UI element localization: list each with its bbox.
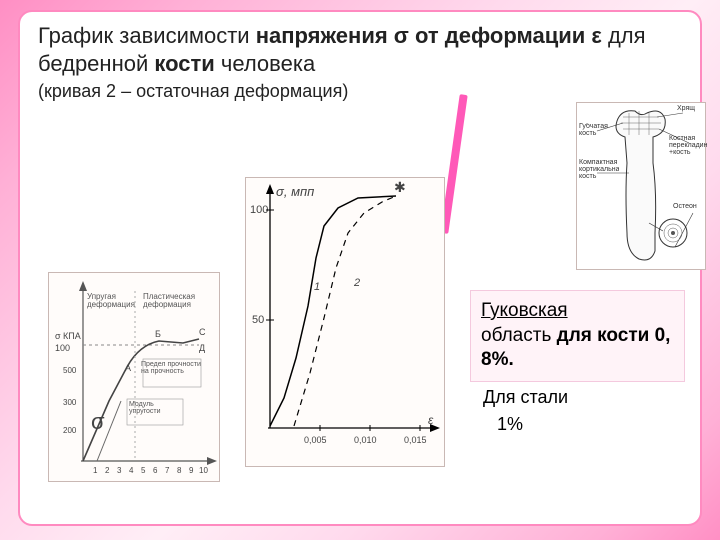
title-bold-2: кости — [154, 51, 221, 76]
svg-text:7: 7 — [165, 466, 170, 475]
svg-text:4: 4 — [129, 466, 134, 475]
ytick-100: 100 — [250, 204, 268, 216]
xtick-3: 0,015 — [404, 435, 427, 445]
y-axis-label: σ, мпп — [276, 184, 314, 199]
pt-A: А — [125, 363, 131, 373]
bone-label-3: Хрящ — [677, 105, 707, 112]
title-seg-1: График зависимости — [38, 23, 256, 48]
title-seg-3: человека — [221, 51, 315, 76]
hooke-line1: Гуковская — [481, 300, 568, 321]
bone-label-1: Губчатая кость — [579, 123, 613, 137]
slide-title: График зависимости напряжения σ от дефор… — [38, 22, 682, 77]
x-axis-label: ε — [428, 413, 434, 427]
steel-line2: 1% — [483, 411, 568, 438]
left-ylabel: σ КПА — [55, 331, 81, 341]
svg-text:8: 8 — [177, 466, 182, 475]
left-reference-chart: σ КПА 100 А Б С Д Упругая деформация Пла… — [48, 272, 220, 482]
steel-line1: Для стали — [483, 384, 568, 411]
svg-text:500: 500 — [63, 366, 77, 375]
note-strength: Предел прочности на прочность — [141, 361, 201, 375]
svg-text:3: 3 — [117, 466, 122, 475]
slide-panel: График зависимости напряжения σ от дефор… — [18, 10, 702, 526]
curve1-label: 1 — [314, 281, 320, 293]
region-plastic: Пластическая деформация — [143, 293, 203, 309]
svg-text:✱: ✱ — [394, 179, 406, 195]
xtick-1: 0,005 — [304, 435, 327, 445]
left-ylabel-num: 100 — [55, 343, 70, 353]
svg-text:200: 200 — [63, 426, 77, 435]
subtitle: (кривая 2 – остаточная деформация) — [38, 81, 682, 102]
svg-text:1: 1 — [93, 466, 98, 475]
hooke-callout: Гуковская область для кости 0, 8%. — [470, 290, 685, 382]
svg-text:300: 300 — [63, 398, 77, 407]
left-chart-svg: σ КПА 100 А Б С Д Упругая деформация Пла… — [49, 273, 221, 483]
bone-label-2: Компактная кортикальная кость — [579, 159, 619, 180]
curve2-label: 2 — [353, 277, 360, 289]
bone-label-5: Остеон — [673, 203, 707, 210]
ytick-50: 50 — [252, 314, 264, 326]
title-bold-1: напряжения σ от деформации ε — [256, 23, 608, 48]
bone-anatomy-diagram: Губчатая кость Компактная кортикальная к… — [576, 102, 706, 270]
svg-text:9: 9 — [189, 466, 194, 475]
center-stress-strain-chart: σ, мпп 100 50 0,005 0,010 0,015 ε 1 2 ✱ — [245, 177, 445, 467]
xtick-2: 0,010 — [354, 435, 377, 445]
note-modulus: Модуль упругости — [129, 401, 184, 415]
steel-note: Для стали 1% — [483, 384, 568, 438]
bone-svg: Губчатая кость Компактная кортикальная к… — [577, 103, 707, 271]
region-elastic: Упругая деформация — [87, 293, 135, 309]
left-sigma: σ — [91, 409, 105, 434]
svg-text:10: 10 — [199, 466, 208, 475]
svg-text:2: 2 — [105, 466, 110, 475]
pt-D: Д — [199, 343, 205, 353]
svg-text:5: 5 — [141, 466, 146, 475]
hooke-line2a: область — [481, 325, 557, 346]
svg-text:6: 6 — [153, 466, 158, 475]
bone-label-4: Костная перекладина +кость — [669, 135, 707, 156]
center-chart-svg: σ, мпп 100 50 0,005 0,010 0,015 ε 1 2 ✱ — [246, 178, 446, 468]
